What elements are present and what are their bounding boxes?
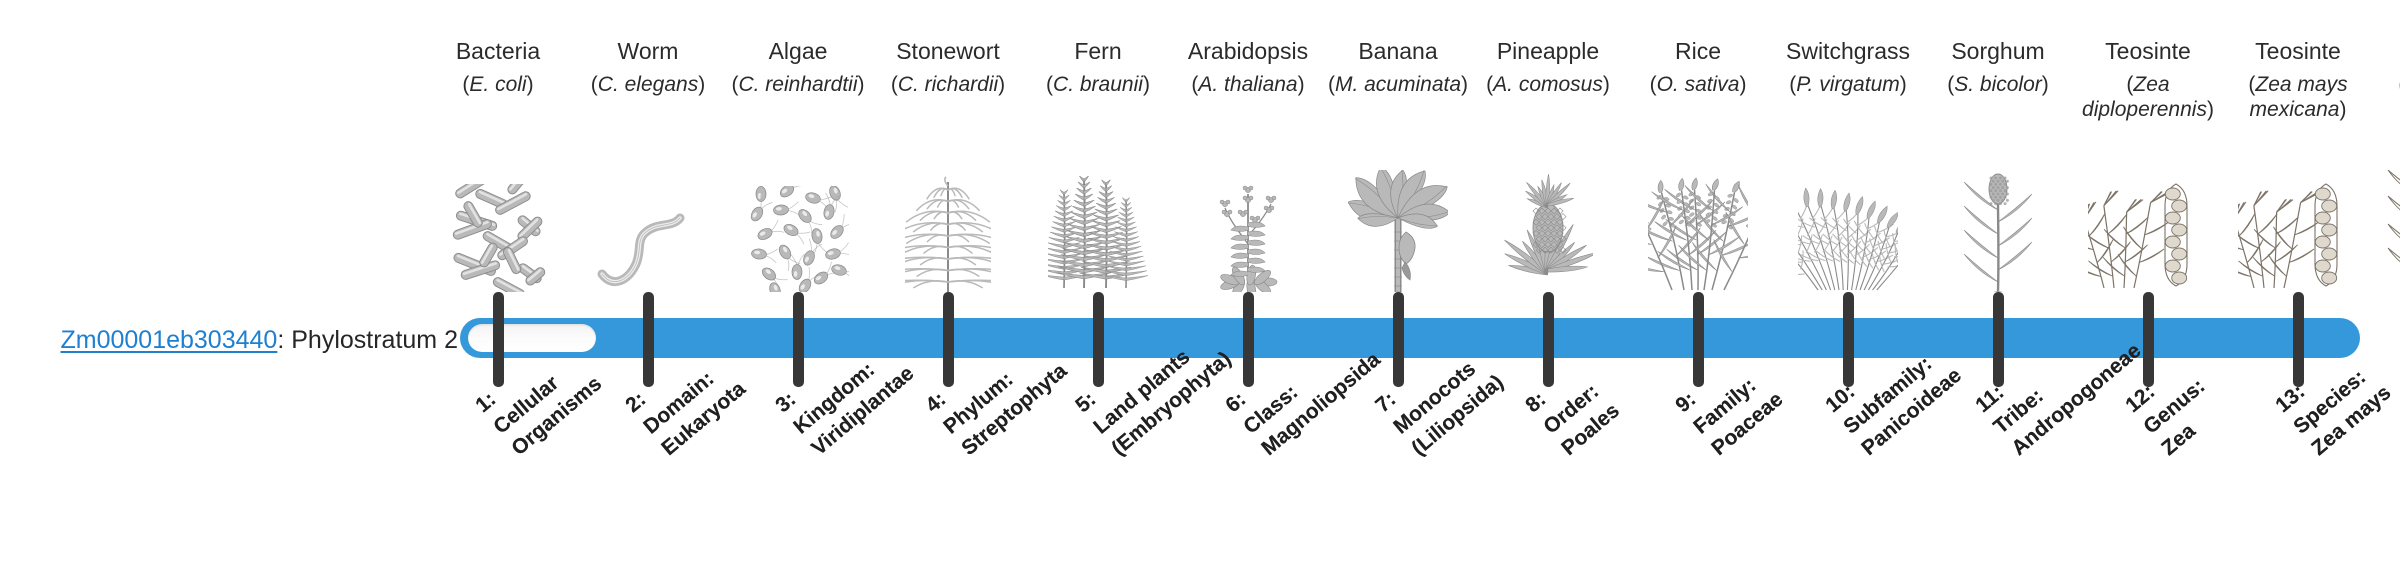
species-column: Teosinte (Zea mays mexicana) <box>2223 0 2373 580</box>
switchgrass-icon <box>1773 166 1923 292</box>
pineapple-plant-icon <box>1473 166 1623 292</box>
species-column: Algae (C. reinhardtii) <box>723 0 873 580</box>
species-common-name: Pineapple <box>1496 38 1600 64</box>
stonewort-alga-icon <box>873 166 1023 292</box>
species-scientific-name: (C. richardii) <box>890 73 1006 96</box>
species-scientific-name: (C. elegans) <box>590 73 706 96</box>
fern-frond-icon <box>1023 166 1173 292</box>
species-column: Maize(Zea mays mays) <box>2373 0 2400 580</box>
species-column: Arabidopsis (A. thaliana) <box>1173 0 1323 580</box>
phylostratum-progress-bar[interactable] <box>460 318 2360 358</box>
species-common-name: Sorghum <box>1951 38 2045 64</box>
species-common-name: Stonewort <box>896 38 1000 64</box>
species-column: Banana (M. acuminata) <box>1323 0 1473 580</box>
species-scientific-name: (E. coli) <box>462 73 534 96</box>
species-scientific-name: (Zea diploperennis) <box>2082 73 2214 121</box>
progress-bar-track <box>460 318 2360 358</box>
nematode-worm-icon <box>573 166 723 292</box>
teosinte-plant-ear-icon <box>2073 166 2223 292</box>
species-common-name: Maize <box>2373 38 2400 65</box>
species-scientific-name: (P. virgatum) <box>1789 73 1907 96</box>
species-common-name: Worm <box>617 38 679 64</box>
maize-plant-ear-icon <box>2373 166 2400 292</box>
progress-bar-unfilled-region <box>468 324 596 352</box>
species-column: Worm (C. elegans) <box>573 0 723 580</box>
species-common-name: Rice <box>1674 38 1721 64</box>
bacteria-rods-icon <box>423 166 573 292</box>
species-column: Fern (C. braunii) <box>1023 0 1173 580</box>
teosinte-plant-ear-icon <box>2223 166 2373 292</box>
gene-phylostratum-value: Phylostratum 2 <box>291 326 458 354</box>
species-column: Rice (O. sativa) <box>1623 0 1773 580</box>
species-scientific-name: (Zea mays mexicana) <box>2248 73 2348 121</box>
species-column: Bacteria (E. coli) <box>423 0 573 580</box>
species-column: Teosinte (Zea diploperennis) <box>2073 0 2223 580</box>
species-scientific-name: (A. comosus) <box>1486 73 1610 96</box>
species-column: Pineapple (A. comosus) <box>1473 0 1623 580</box>
species-common-name: Algae <box>768 38 828 64</box>
rice-plant-icon <box>1623 166 1773 292</box>
species-common-name: Bacteria <box>455 38 541 64</box>
gene-label-separator: : <box>277 326 292 354</box>
species-common-name: Fern <box>1074 38 1122 64</box>
species-scientific-name: (M. acuminata) <box>1327 73 1469 96</box>
arabidopsis-plant-icon <box>1173 166 1323 292</box>
species-scientific-name: (S. bicolor) <box>1947 73 2049 96</box>
species-common-name: Arabidopsis <box>1187 38 1309 64</box>
species-common-name: Teosinte <box>2255 38 2341 64</box>
green-algae-cells-icon <box>723 166 873 292</box>
species-scientific-name: (A. thaliana) <box>1191 73 1305 96</box>
species-scientific-name: (C. reinhardtii) <box>731 73 865 96</box>
gene-phylostratum-label: Zm00001eb303440: Phylostratum 2 <box>28 325 458 355</box>
species-column-group: Bacteria (E. coli) <box>423 0 2400 580</box>
species-scientific-name: (Zea mays mays) <box>2369 72 2400 122</box>
species-common-name: Switchgrass <box>1786 38 1910 64</box>
species-scientific-name: (O. sativa) <box>1649 73 1747 96</box>
species-scientific-name: (C. braunii) <box>1046 73 1150 96</box>
species-common-name: Banana <box>1358 38 1438 64</box>
gene-id-link[interactable]: Zm00001eb303440 <box>60 326 278 354</box>
banana-plant-icon <box>1323 166 1473 292</box>
species-column: Sorghum (S. bicolor) <box>1923 0 2073 580</box>
sorghum-plant-icon <box>1923 166 2073 292</box>
species-column: Switchgrass (P. virgatum) <box>1773 0 1923 580</box>
species-common-name: Teosinte <box>2105 38 2191 64</box>
species-column: Stonewort (C. richardii) <box>873 0 1023 580</box>
